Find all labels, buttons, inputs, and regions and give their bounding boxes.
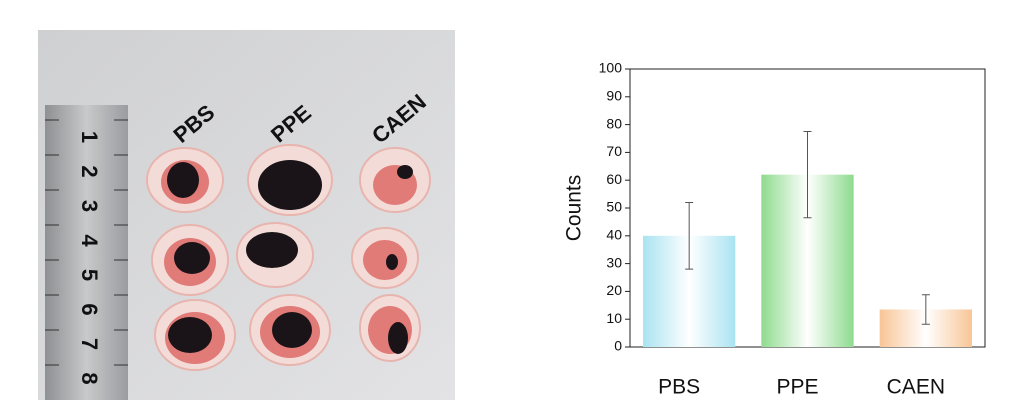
error-bar bbox=[921, 294, 930, 325]
error-bar bbox=[803, 131, 812, 219]
error-bar bbox=[685, 201, 694, 270]
y-tick-label: 70 bbox=[606, 143, 622, 159]
ruler-number: 5 bbox=[77, 269, 102, 281]
y-tick-label: 40 bbox=[606, 227, 622, 243]
ruler-number: 6 bbox=[77, 303, 102, 315]
y-tick-label: 0 bbox=[614, 338, 622, 354]
ruler-number: 3 bbox=[77, 200, 102, 212]
ruler bbox=[45, 105, 128, 400]
y-tick-label: 80 bbox=[606, 115, 622, 131]
tissue-samples bbox=[146, 144, 431, 371]
y-tick-label: 50 bbox=[606, 199, 622, 215]
ruler-number: 1 bbox=[77, 131, 102, 143]
y-axis-label: Counts bbox=[563, 175, 586, 242]
y-tick-label: 10 bbox=[606, 310, 622, 326]
y-tick-label: 20 bbox=[606, 282, 622, 298]
bar-chart: 0 10 20 30 40 50 60 70 80 90 100 Counts PBS PPE CAEN bbox=[563, 60, 986, 399]
y-tick-label: 100 bbox=[599, 60, 623, 76]
ruler-number: 8 bbox=[77, 372, 102, 384]
ruler-ticks bbox=[45, 119, 128, 366]
ruler-number: 2 bbox=[77, 165, 102, 177]
ruler-number: 4 bbox=[77, 234, 102, 247]
x-tick-label: CAEN bbox=[887, 376, 945, 399]
x-tick-label: PBS bbox=[658, 376, 700, 399]
x-tick-label: PPE bbox=[776, 376, 818, 399]
ruler-number: 7 bbox=[77, 338, 102, 350]
y-tick-label: 30 bbox=[606, 254, 622, 270]
y-tick-label: 60 bbox=[606, 171, 622, 187]
y-tick-label: 90 bbox=[606, 88, 622, 104]
